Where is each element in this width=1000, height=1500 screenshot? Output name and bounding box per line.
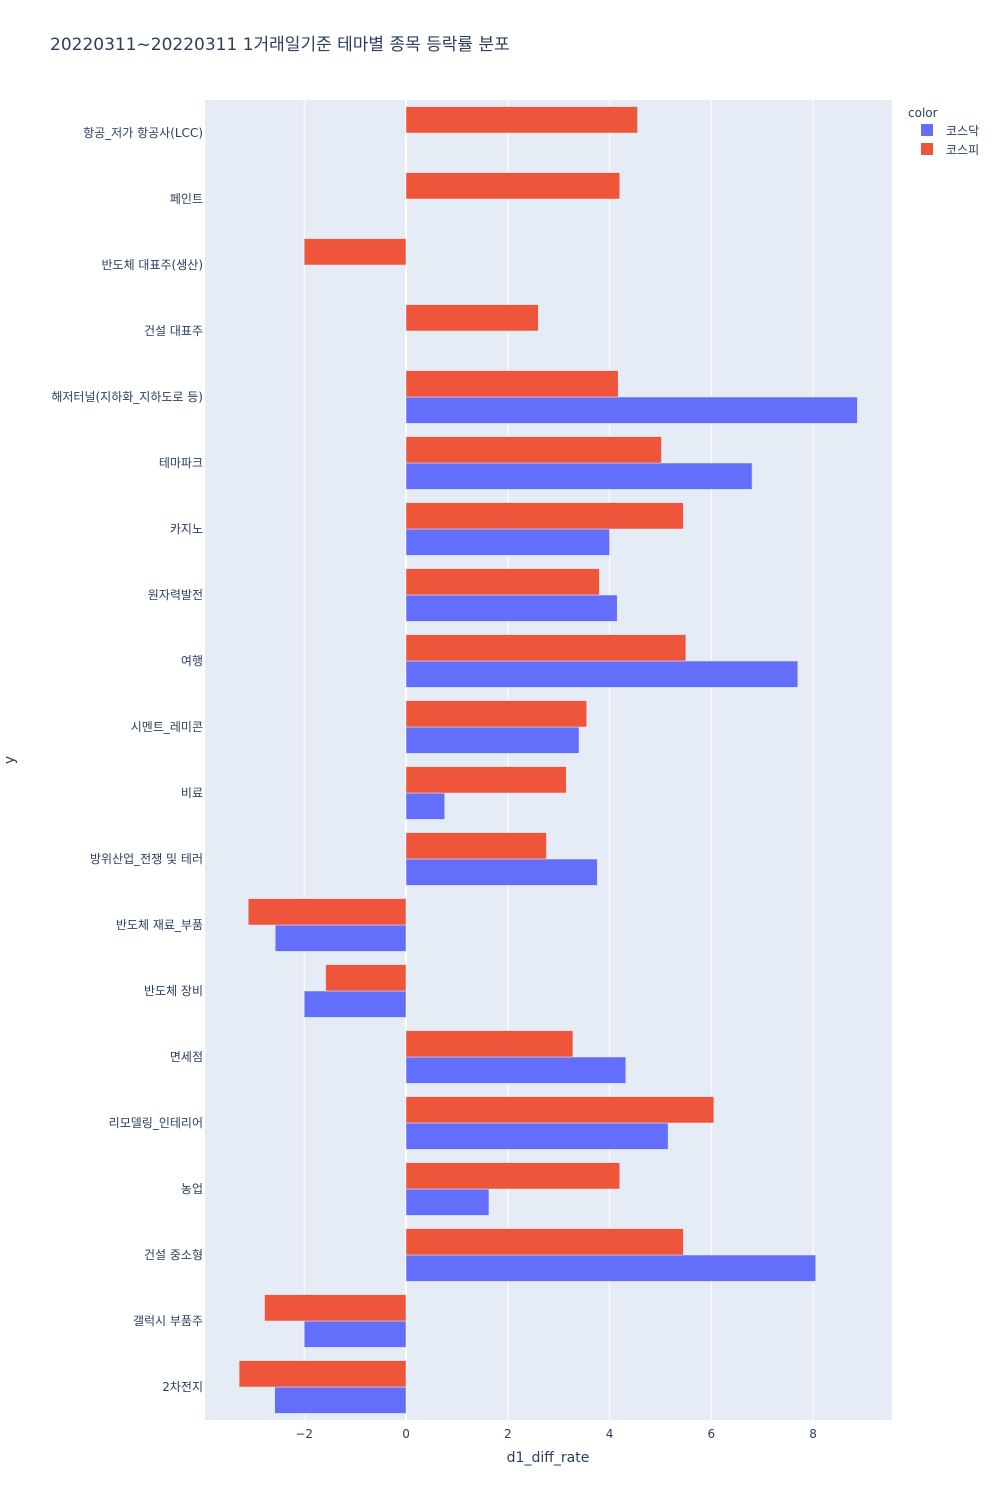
y-tick-label: 페인트 (170, 192, 203, 206)
bar-kospi[interactable] (405, 766, 567, 794)
bar-kospi[interactable] (264, 1294, 407, 1322)
bar-kospi[interactable] (248, 898, 407, 926)
bar-kosdaq[interactable] (405, 792, 445, 820)
bar-kospi[interactable] (405, 304, 539, 332)
y-tick-label: 갤럭시 부품주 (133, 1314, 203, 1328)
y-tick-label: 방위산업_전쟁 및 테러 (90, 852, 203, 866)
y-tick-label: 원자력발전 (148, 588, 203, 602)
y-tick-label: 건설 대표주 (144, 324, 203, 338)
bar-kosdaq[interactable] (405, 726, 580, 754)
bar-kospi[interactable] (405, 568, 600, 596)
y-tick-label: 시멘트_레미콘 (131, 720, 203, 734)
bar-kospi[interactable] (405, 1162, 620, 1190)
bar-kospi[interactable] (405, 106, 638, 134)
y-tick-label: 2차전지 (162, 1380, 203, 1394)
bar-kosdaq[interactable] (405, 528, 610, 556)
legend-swatch[interactable] (921, 124, 933, 136)
y-tick-label: 반도체 대표주(생산) (102, 258, 204, 272)
bar-kospi[interactable] (303, 238, 407, 266)
bar-kosdaq[interactable] (303, 990, 407, 1018)
x-tick-label: −2 (295, 1427, 313, 1441)
y-tick-label: 여행 (181, 653, 203, 668)
y-tick-label: 리모델링_인테리어 (109, 1116, 203, 1130)
bar-kospi[interactable] (405, 1228, 684, 1256)
x-tick-label: 4 (606, 1427, 614, 1441)
y-tick-label: 해저터널(지하화_지하도로 등) (51, 390, 203, 404)
y-tick-label: 면세점 (170, 1050, 203, 1064)
x-tick-label: 2 (504, 1427, 512, 1441)
bar-kosdaq[interactable] (405, 858, 598, 886)
bar-kospi[interactable] (325, 964, 407, 992)
bar-kosdaq[interactable] (405, 1254, 816, 1282)
y-tick-label: 항공_저가 항공사(LCC) (83, 126, 203, 140)
legend-label[interactable]: 코스피 (946, 143, 979, 157)
y-tick-label: 농업 (181, 1182, 203, 1196)
y-tick-label: 반도체 재료_부품 (116, 918, 203, 932)
y-tick-label: 테마파크 (159, 456, 203, 470)
bar-kosdaq[interactable] (405, 1188, 490, 1216)
bar-kosdaq[interactable] (405, 1056, 627, 1084)
x-axis-title: d1_diff_rate (507, 1450, 590, 1466)
y-tick-label: 건설 중소형 (144, 1248, 203, 1262)
bar-kospi[interactable] (405, 436, 662, 464)
bar-kospi[interactable] (405, 832, 547, 860)
bar-kosdaq[interactable] (405, 660, 799, 688)
bar-kospi[interactable] (405, 634, 687, 662)
bar-kospi[interactable] (405, 502, 684, 530)
plot-area (205, 100, 892, 1420)
bar-kosdaq[interactable] (303, 1320, 407, 1348)
y-tick-label: 카지노 (170, 522, 203, 536)
bar-kospi[interactable] (238, 1360, 407, 1388)
bar-kosdaq[interactable] (274, 924, 407, 952)
bar-kosdaq[interactable] (274, 1386, 407, 1414)
bar-kosdaq[interactable] (405, 1122, 669, 1150)
bar-kospi[interactable] (405, 1030, 574, 1058)
bar-kosdaq[interactable] (405, 396, 858, 424)
y-tick-label: 반도체 장비 (144, 984, 203, 998)
x-tick-label: 8 (809, 1427, 817, 1441)
y-tick-label: 비료 (181, 786, 203, 800)
bar-kosdaq[interactable] (405, 462, 753, 490)
bar-kospi[interactable] (405, 172, 620, 200)
legend-swatch[interactable] (921, 143, 933, 155)
chart-title: 20220311~20220311 1거래일기준 테마별 종목 등락률 분포 (50, 35, 510, 55)
bar-kosdaq[interactable] (405, 594, 618, 622)
y-axis-title: y (2, 756, 18, 764)
bar-kospi[interactable] (405, 370, 619, 398)
x-tick-label: 0 (402, 1427, 410, 1441)
legend-label[interactable]: 코스닥 (946, 124, 979, 138)
bar-kospi[interactable] (405, 700, 587, 728)
legend-title: color (908, 106, 938, 120)
bar-kospi[interactable] (405, 1096, 715, 1124)
x-tick-label: 6 (708, 1427, 716, 1441)
